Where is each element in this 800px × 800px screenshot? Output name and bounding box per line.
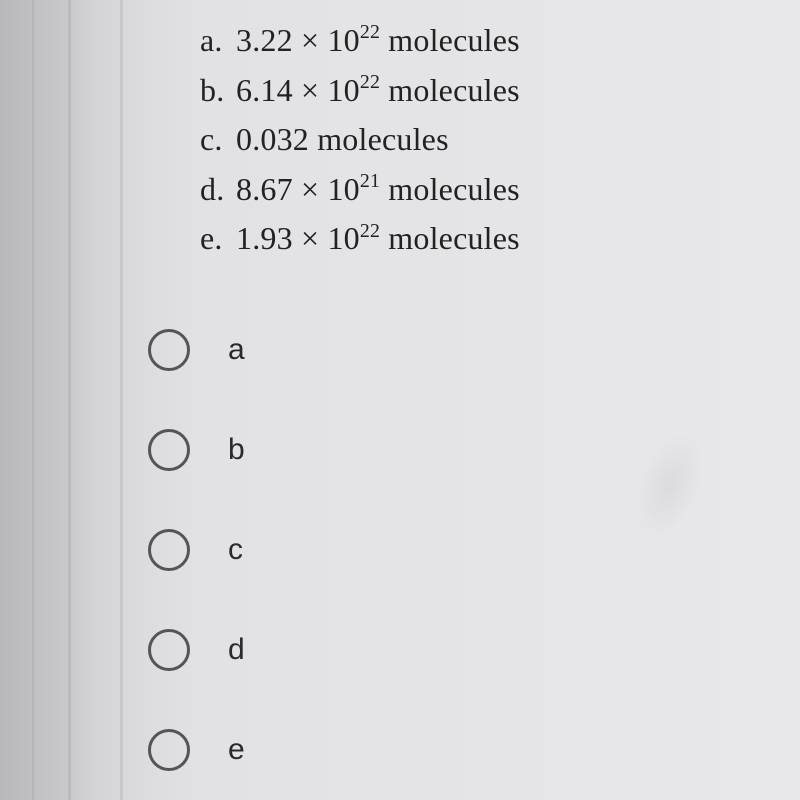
radio-circle-icon[interactable] <box>148 729 190 771</box>
answer-letter: e. <box>200 214 236 264</box>
answer-choices-block: a.3.22 × 1022 molecules b.6.14 × 1022 mo… <box>200 16 520 264</box>
answer-exponent: 22 <box>360 21 380 43</box>
radio-circle-icon[interactable] <box>148 629 190 671</box>
radio-circle-icon[interactable] <box>148 429 190 471</box>
answer-times: × 10 <box>293 171 360 207</box>
background-stripe <box>120 0 123 800</box>
answer-letter: a. <box>200 16 236 66</box>
answer-unit: molecules <box>380 22 520 58</box>
radio-label: d <box>228 633 245 667</box>
radio-circle-icon[interactable] <box>148 529 190 571</box>
background-stripe <box>32 0 34 800</box>
answer-letter: b. <box>200 66 236 116</box>
radio-option-a[interactable]: a <box>148 300 245 400</box>
radio-label: e <box>228 733 245 767</box>
answer-choice-c: c.0.032 molecules <box>200 115 520 165</box>
answer-unit: molecules <box>380 220 520 256</box>
answer-unit: molecules <box>380 171 520 207</box>
radio-circle-icon[interactable] <box>148 329 190 371</box>
answer-exponent: 22 <box>360 220 380 242</box>
answer-choice-e: e.1.93 × 1022 molecules <box>200 214 520 264</box>
radio-label: c <box>228 533 243 567</box>
answer-coeff: 3.22 <box>236 22 293 58</box>
answer-coeff: 8.67 <box>236 171 293 207</box>
answer-exponent: 21 <box>360 170 380 192</box>
answer-choice-d: d.8.67 × 1021 molecules <box>200 165 520 215</box>
radio-option-d[interactable]: d <box>148 600 245 700</box>
radio-option-b[interactable]: b <box>148 400 245 500</box>
answer-unit: molecules <box>380 72 520 108</box>
answer-exponent: 22 <box>360 71 380 93</box>
radio-option-c[interactable]: c <box>148 500 245 600</box>
answer-letter: c. <box>200 115 236 165</box>
answer-list: a.3.22 × 1022 molecules b.6.14 × 1022 mo… <box>200 16 520 264</box>
answer-choice-a: a.3.22 × 1022 molecules <box>200 16 520 66</box>
answer-unit: molecules <box>309 121 449 157</box>
radio-label: b <box>228 433 245 467</box>
answer-coeff: 0.032 <box>236 121 309 157</box>
answer-times: × 10 <box>293 22 360 58</box>
radio-option-e[interactable]: e <box>148 700 245 800</box>
radio-group: a b c d e <box>148 300 245 800</box>
answer-letter: d. <box>200 165 236 215</box>
answer-times: × 10 <box>293 72 360 108</box>
answer-coeff: 1.93 <box>236 220 293 256</box>
answer-choice-b: b.6.14 × 1022 molecules <box>200 66 520 116</box>
answer-coeff: 6.14 <box>236 72 293 108</box>
radio-label: a <box>228 333 245 367</box>
smudge-artifact <box>623 423 717 547</box>
answer-times: × 10 <box>293 220 360 256</box>
background-stripe <box>68 0 71 800</box>
